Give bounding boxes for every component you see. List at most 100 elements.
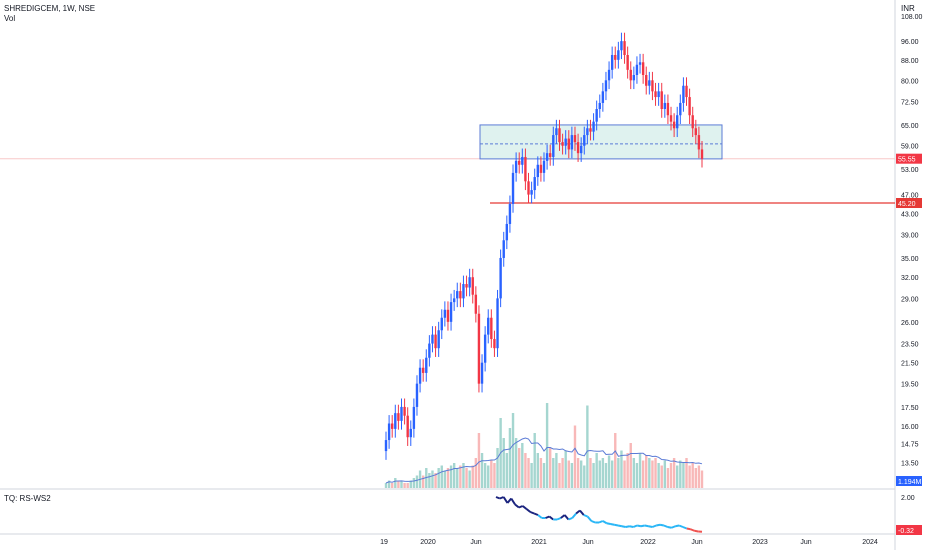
volume-bar [598,460,601,488]
candle-body [511,172,515,204]
candle-body [620,41,623,51]
volume-bar [595,453,598,488]
rs-line-segment [602,520,608,525]
volume-bar [654,458,657,488]
candle-body [437,330,440,349]
candle-body [548,153,552,157]
symbol-title[interactable]: SHREDIGCEM, 1W, NSE [4,4,96,13]
rs-line-segment [571,512,577,519]
price-tick-label: 88.00 [901,58,919,65]
support-marker: 45.20 [898,201,916,208]
volume-bar [390,483,394,488]
candle-body [524,156,527,182]
candle-body [694,128,698,136]
candle-body [474,294,478,314]
candle-body [384,440,388,452]
candle-body [493,339,496,349]
time-tick-label: 2022 [640,539,656,546]
volume-bar [431,470,434,488]
volume-bar [514,438,518,488]
rs-line-segment [663,524,669,528]
volume-bar [456,468,459,488]
rs-line-segment [629,525,634,528]
volume-bar [459,465,462,488]
rs-line-segment [575,509,581,515]
candle-body [676,115,679,129]
candle-body [651,80,654,92]
volume-bar [635,463,639,488]
candle-body [629,69,632,81]
rs-line-segment [614,523,619,527]
volume-bar [518,448,521,488]
time-tick-label: Jun [691,539,702,546]
rs-line-segment [678,524,684,528]
indicator-label[interactable]: TQ: RS-WS2 [4,494,51,503]
rs-line-segment [636,524,642,528]
support-marker-bg [896,198,922,209]
rs-line-segment [648,525,653,528]
rs-line-segment [632,524,638,528]
candle-body [579,145,583,154]
rs-line-segment [598,520,604,524]
price-tick-label: 16.00 [901,424,919,431]
volume-bar [446,468,450,488]
rs-line-segment [529,511,535,515]
rs-value-marker-bg [896,525,922,535]
rs-line-segment [495,496,501,500]
rs-line-segment [659,523,665,527]
volume-bar [651,460,654,488]
candle-body [400,406,403,421]
volume-bar [412,478,416,488]
rs-line-segment [682,526,688,530]
volume-bar [480,453,484,488]
candle-body [697,135,701,150]
candle-body [542,160,546,173]
price-tick-label: 29.00 [901,296,919,303]
volume-bar [505,453,509,488]
rs-line-segment [686,527,691,531]
time-tick-label: 2023 [752,539,768,546]
volume-bar [601,458,605,488]
volume-bar [443,470,447,488]
candle-body [595,109,598,122]
rs-line-segment [579,509,585,516]
candle-body [418,367,422,384]
price-tick-label: 43.00 [901,212,919,219]
volume-bar [397,480,400,488]
volume-bar [415,475,419,488]
candle-body [688,97,691,116]
candle-body [505,223,509,241]
volume-bar [477,433,481,488]
rs-line-segment [617,524,623,528]
last-price-marker: 55.55 [898,157,916,164]
candle-body [669,115,673,122]
candle-body [645,75,648,86]
candle-body [604,80,608,92]
candle-body [648,80,651,86]
volume-bar [657,463,660,488]
candle-body [679,102,682,116]
volume-bar [558,463,561,488]
candle-body [452,298,456,303]
volume-bar [502,438,505,488]
rs-line-segment [610,523,615,526]
volume-bar [638,453,642,488]
price-tick-label: 23.50 [901,342,919,349]
volume-bar [434,473,437,488]
candle-body [409,428,412,438]
volume-bar [629,443,632,488]
rs-line-segment [621,525,626,528]
price-tick-label: 72.50 [901,99,919,106]
volume-bar [487,465,490,488]
volume-bar [586,405,589,488]
candle-body [638,62,642,65]
candle-body [555,128,558,136]
candle-body [468,277,471,288]
rs-line-segment [694,529,699,533]
candle-body [592,121,595,132]
rs-line-segment [644,524,649,528]
volume-bar [669,463,673,488]
candle-body [480,362,484,384]
candle-body [499,257,502,299]
